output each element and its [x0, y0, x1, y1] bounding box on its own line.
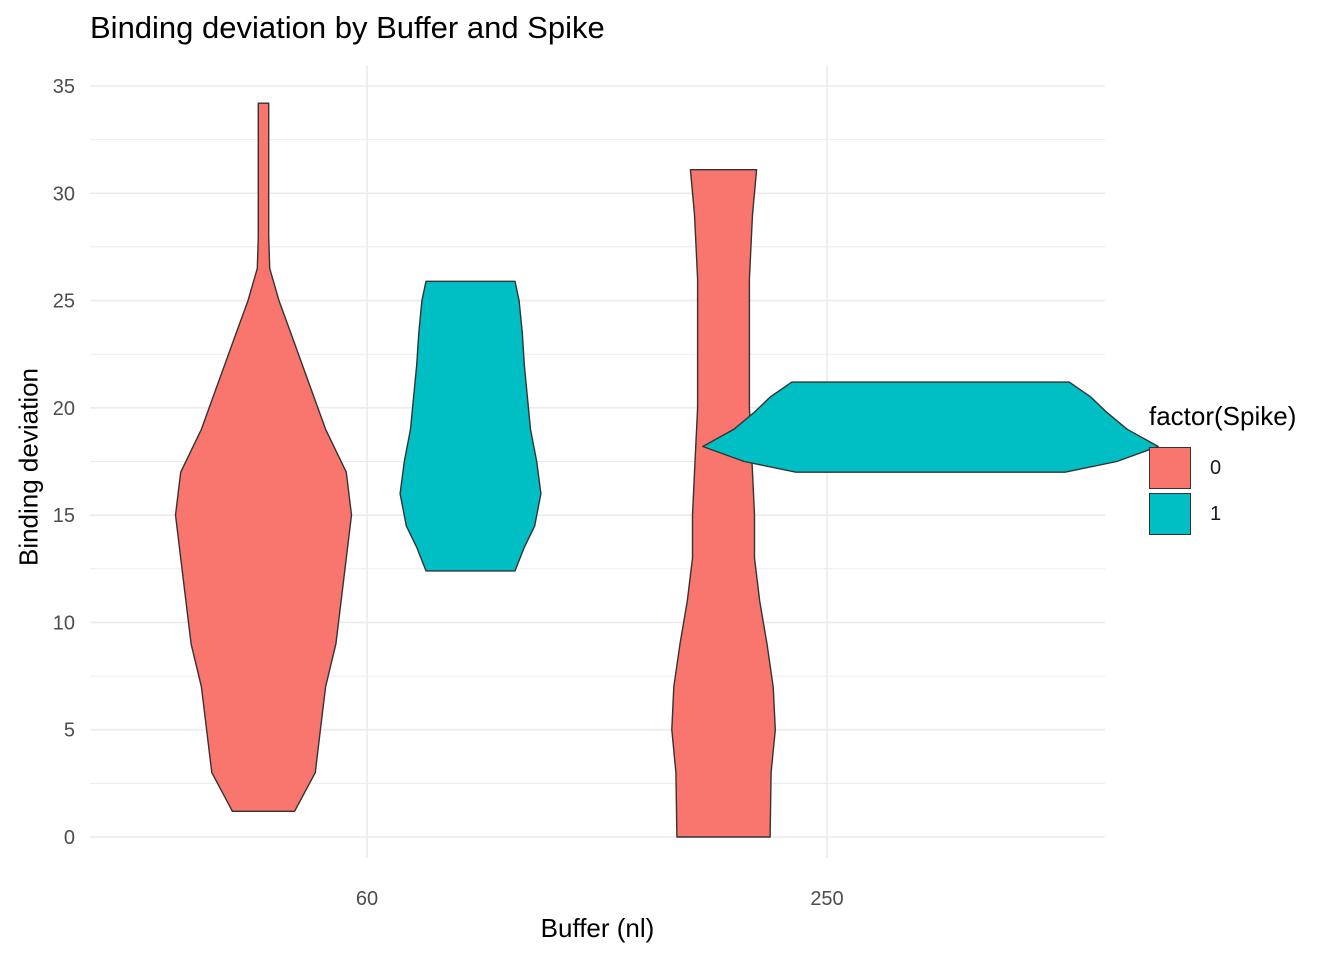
y-tick-label: 20	[53, 398, 75, 420]
y-tick-label: 0	[64, 827, 75, 849]
legend-key-1	[1149, 493, 1191, 535]
x-axis-title: Buffer (nl)	[540, 913, 655, 943]
y-tick-label: 35	[53, 76, 75, 98]
legend: factor(Spike) 0 1	[1149, 401, 1296, 537]
y-tick-label: 10	[53, 612, 75, 634]
x-tick-labels: 60 250	[356, 888, 844, 910]
y-tick-label: 25	[53, 291, 75, 313]
x-tick-label: 250	[810, 888, 843, 910]
y-tick-label: 30	[53, 183, 75, 205]
legend-key-0	[1149, 447, 1191, 489]
violin-250-spike-0	[671, 169, 776, 838]
y-tick-label: 5	[64, 720, 75, 742]
violin-layer	[174, 102, 1159, 838]
legend-title: factor(Spike)	[1149, 401, 1297, 431]
y-tick-label: 15	[53, 505, 75, 527]
y-axis-title: Binding deviation	[13, 367, 44, 567]
legend-label-1: 1	[1210, 502, 1222, 525]
legend-label-0: 0	[1210, 456, 1222, 479]
legend-item-0: 0	[1149, 445, 1296, 491]
violin-60-spike-1	[399, 280, 542, 572]
x-tick-label: 60	[356, 888, 378, 910]
violin-250-spike-1	[702, 381, 1159, 473]
chart-title: Binding deviation by Buffer and Spike	[90, 10, 605, 45]
y-tick-labels: 0 5 10 15 20 25 30 35	[53, 76, 75, 849]
legend-item-1: 1	[1149, 491, 1296, 537]
violin-60-spike-0	[174, 102, 353, 812]
